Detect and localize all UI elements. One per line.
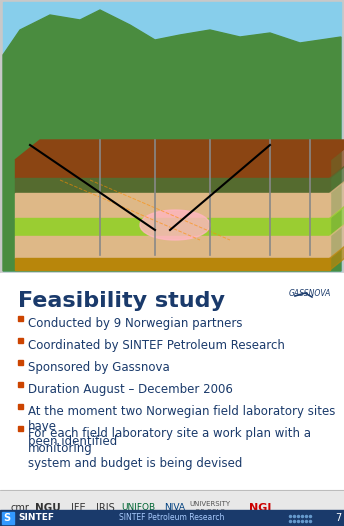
Polygon shape: [15, 218, 330, 236]
Text: cmr: cmr: [11, 503, 30, 513]
Text: UNIVERSITY
OF OSLO: UNIVERSITY OF OSLO: [190, 501, 230, 514]
Polygon shape: [330, 238, 344, 270]
Polygon shape: [15, 178, 330, 193]
Text: NGI: NGI: [249, 503, 271, 513]
Text: UNIFOB: UNIFOB: [121, 503, 155, 512]
Bar: [18, 381, 23, 387]
Text: SINTEF Petroleum Research: SINTEF Petroleum Research: [119, 513, 225, 522]
Text: SINTEF: SINTEF: [18, 513, 54, 522]
Polygon shape: [3, 10, 341, 271]
Bar: [2, 512, 14, 524]
Bar: [0, 490, 344, 526]
Bar: [0, 510, 344, 526]
Text: Sponsored by Gassnova: Sponsored by Gassnova: [28, 361, 170, 374]
Text: GASSNOVA: GASSNOVA: [289, 289, 331, 298]
Text: NGU: NGU: [35, 503, 61, 513]
Polygon shape: [15, 236, 330, 258]
Text: Duration August – December 2006: Duration August – December 2006: [28, 383, 233, 396]
Text: Feasibility study: Feasibility study: [18, 291, 225, 311]
Polygon shape: [330, 140, 344, 178]
Polygon shape: [330, 216, 344, 258]
Bar: [18, 426, 23, 430]
Ellipse shape: [140, 210, 210, 240]
Text: For each field laboratory site a work plan with a monitoring
system and budget i: For each field laboratory site a work pl…: [28, 427, 311, 470]
Polygon shape: [330, 158, 344, 193]
Text: At the moment two Norwegian field laboratory sites have
been identified: At the moment two Norwegian field labora…: [28, 405, 335, 448]
Polygon shape: [15, 160, 330, 178]
Bar: [18, 403, 23, 409]
Polygon shape: [330, 173, 344, 218]
Bar: [18, 359, 23, 365]
Text: NIVA: NIVA: [164, 503, 185, 512]
Text: IRIS: IRIS: [96, 503, 114, 513]
Bar: [0, 0, 344, 273]
Polygon shape: [15, 140, 344, 160]
FancyBboxPatch shape: [3, 2, 341, 271]
Polygon shape: [330, 198, 344, 236]
Polygon shape: [15, 193, 330, 218]
Polygon shape: [15, 258, 330, 270]
Text: IFE: IFE: [71, 503, 85, 513]
Text: Coordinated by SINTEF Petroleum Research: Coordinated by SINTEF Petroleum Research: [28, 339, 285, 352]
Bar: [18, 338, 23, 342]
Bar: [18, 316, 23, 320]
Text: S: S: [3, 513, 10, 523]
Text: Conducted by 9 Norwegian partners: Conducted by 9 Norwegian partners: [28, 317, 243, 330]
Text: 7: 7: [335, 513, 341, 523]
Bar: [0, 273, 344, 526]
